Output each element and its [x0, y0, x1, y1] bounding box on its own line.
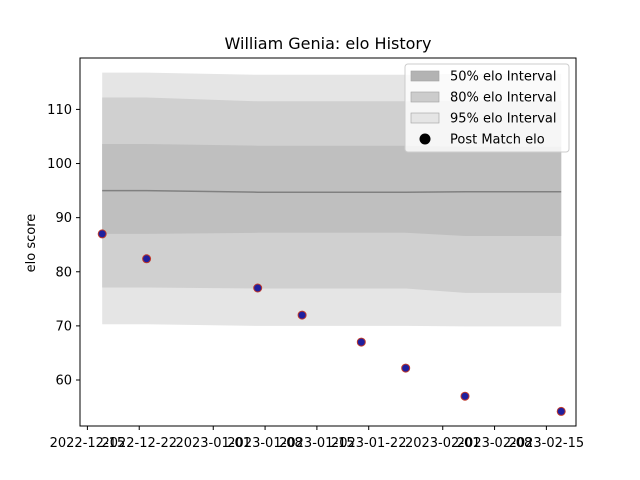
x-tick-label: 2023-01-08 [227, 436, 303, 451]
x-tick-label: 2022-12-15 [50, 436, 126, 451]
x-tick-label: 2023-02-08 [457, 436, 533, 451]
axes-frame [79, 57, 577, 427]
y-tick-label: 90 [55, 211, 72, 226]
legend-label: 80% elo Interval [450, 91, 557, 106]
data-point [401, 363, 411, 373]
y-tick-label: 100 [47, 157, 72, 172]
legend-label: Post Match elo [450, 133, 545, 148]
legend-marker [419, 133, 431, 145]
chart-title: William Genia: elo History [225, 34, 432, 53]
data-point [97, 229, 107, 239]
legend-label: 50% elo Interval [450, 70, 557, 85]
data-point [297, 310, 307, 320]
x-tick-label: 2022-12-22 [101, 436, 177, 451]
data-point [356, 337, 366, 347]
legend-swatch [410, 91, 440, 103]
data-point [556, 406, 566, 416]
legend-label: 95% elo Interval [450, 112, 557, 127]
legend-swatch [410, 70, 440, 82]
data-point [460, 391, 470, 401]
x-tick-label: 2023-02-15 [509, 436, 585, 451]
x-tick-label: 2023-02-01 [405, 436, 481, 451]
x-tick-label: 2023-01-15 [279, 436, 355, 451]
rating-line [102, 189, 562, 193]
legend-swatch [410, 112, 440, 124]
interval-band-3 [102, 144, 562, 236]
data-point [142, 254, 152, 264]
y-axis-label: elo score [24, 214, 39, 273]
data-point [253, 283, 263, 293]
x-tick-label: 2023-01-22 [331, 436, 407, 451]
y-tick-label: 60 [55, 374, 72, 389]
x-tick-label: 2023-01-01 [175, 436, 251, 451]
y-tick-label: 80 [55, 265, 72, 280]
y-tick-label: 110 [47, 103, 72, 118]
legend: 50% elo Interval 80% elo Interval 95% elo … [404, 63, 570, 153]
legend-box [404, 63, 570, 153]
y-tick-label: 70 [55, 319, 72, 334]
